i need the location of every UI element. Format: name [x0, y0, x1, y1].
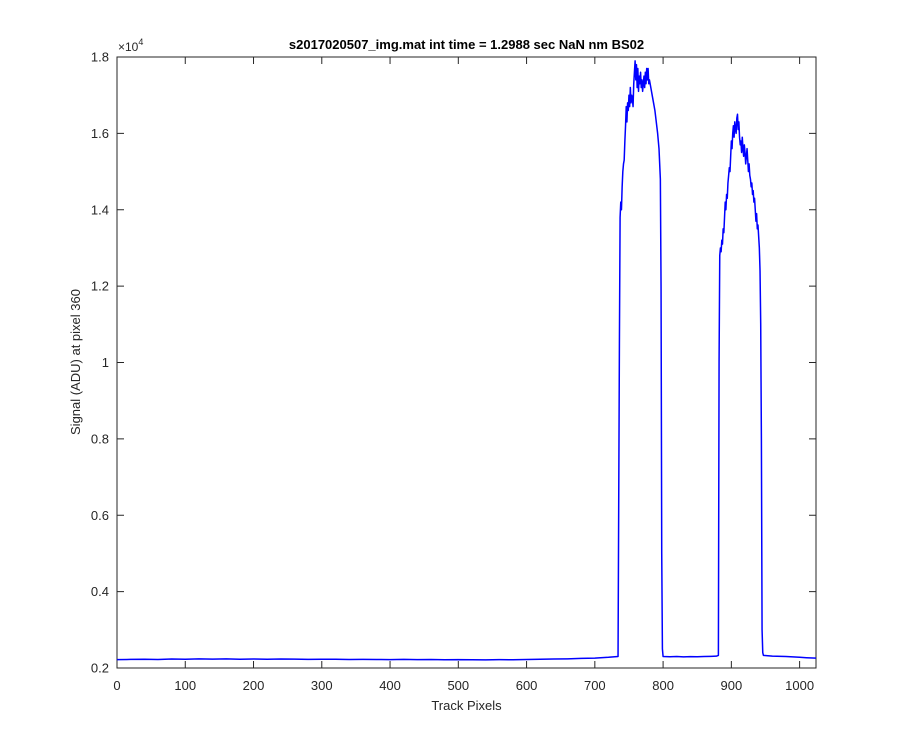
x-tick-label: 0 — [113, 678, 120, 693]
y-tick-label: 1.2 — [91, 279, 109, 294]
y-tick-label: 0.2 — [91, 661, 109, 676]
y-axis-exponent: ×104 — [118, 37, 143, 54]
x-tick-label: 200 — [243, 678, 265, 693]
x-tick-label: 600 — [516, 678, 538, 693]
chart-title: s2017020507_img.mat int time = 1.2988 se… — [289, 37, 644, 52]
y-tick-label: 0.8 — [91, 431, 109, 446]
x-tick-label: 1000 — [785, 678, 814, 693]
y-tick-label: 0.6 — [91, 508, 109, 523]
y-tick-label: 1.4 — [91, 202, 109, 217]
x-tick-label: 900 — [721, 678, 743, 693]
y-tick-label: 0.4 — [91, 584, 109, 599]
y-axis-exponent-base: ×10 — [118, 40, 139, 54]
x-tick-label: 500 — [447, 678, 469, 693]
y-axis-label: Signal (ADU) at pixel 360 — [68, 289, 83, 435]
x-tick-label: 700 — [584, 678, 606, 693]
y-axis-exponent-power: 4 — [138, 37, 143, 47]
series-line-0 — [116, 60, 817, 661]
plot-area — [116, 56, 817, 669]
x-tick-label: 100 — [174, 678, 196, 693]
y-tick-label: 1.6 — [91, 126, 109, 141]
y-tick-label: 1.8 — [91, 50, 109, 65]
axes-box — [116, 56, 817, 669]
x-axis-label: Track Pixels — [431, 698, 502, 713]
x-tick-label: 800 — [652, 678, 674, 693]
x-tick-label: 400 — [379, 678, 401, 693]
x-tick-label: 300 — [311, 678, 333, 693]
y-tick-label: 1 — [102, 355, 109, 370]
axis-ticks: 0 100 200 300 400 500 600 700 800 900 1000 0.2 0.4 0.… — [91, 50, 816, 693]
